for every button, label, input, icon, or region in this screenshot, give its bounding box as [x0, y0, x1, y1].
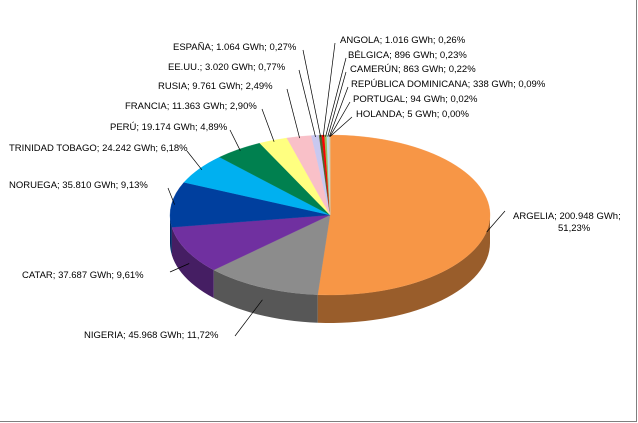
- leader-line-rusia: [286, 88, 300, 139]
- leader-line-holanda: [329, 116, 353, 137]
- leader-line-peru: [229, 129, 241, 151]
- label-belgica: BÉLGICA; 896 GWh; 0,23%: [348, 50, 467, 61]
- slice-side-catar: [171, 227, 214, 298]
- slice-side-noruega: [170, 215, 172, 256]
- slice-noruega: [169, 182, 331, 228]
- leader-line-argelia: [486, 210, 506, 233]
- slice-catar: [171, 214, 331, 271]
- label-holanda: HOLANDA; 5 GWh; 0,00%: [356, 109, 470, 120]
- slice-labels: ARGELIA; 200.948 GWh;51,23% NIGERIA; 45.9…: [9, 35, 621, 341]
- slice-side-nigeria: [213, 269, 318, 323]
- label-francia: FRANCIA; 11.363 GWh; 2,90%: [125, 101, 257, 112]
- label-ee-uu: EE.UU.; 3.020 GWh; 0,77%: [168, 62, 286, 73]
- leader-line-angola: [322, 42, 336, 137]
- leader-line-nigeria: [234, 299, 263, 337]
- label-peru: PERÚ; 19.174 GWh; 4,89%: [110, 122, 228, 133]
- pie-sides: [170, 215, 490, 323]
- leader-line-francia: [261, 108, 275, 142]
- label-espana: ESPAÑA; 1.064 GWh; 0,27%: [173, 42, 297, 53]
- leader-line-republica-dominicana: [328, 86, 349, 137]
- label-trinidad-tobago: TRINIDAD TOBAGO; 24.242 GWh; 6,18%: [9, 143, 188, 154]
- leader-line-camerun: [327, 71, 347, 137]
- leader-line-portugal: [329, 101, 351, 137]
- leader-line-noruega: [167, 187, 175, 205]
- label-portugal: PORTUGAL; 94 GWh; 0,02%: [353, 94, 478, 105]
- leader-line-ee-uu: [298, 69, 316, 137]
- label-noruega: NORUEGA; 35.810 GWh; 9,13%: [9, 180, 148, 191]
- label-camerun: CAMERÚN; 863 GWh; 0,22%: [350, 64, 476, 75]
- slice-nigeria: [213, 214, 331, 295]
- label-angola: ANGOLA; 1.016 GWh; 0,26%: [340, 35, 466, 46]
- slice-argelia: [317, 134, 491, 296]
- label-republica-dominicana: REPÚBLICA DOMINICANA; 338 GWh; 0,09%: [351, 79, 546, 90]
- leader-line-trinidad-tobago: [186, 150, 203, 171]
- label-rusia: RUSIA; 9.761 GWh; 2,49%: [158, 81, 273, 92]
- leader-line-belgica: [325, 57, 347, 137]
- label-catar: CATAR; 37.687 GWh; 9,61%: [22, 270, 144, 281]
- slice-side-argelia: [317, 215, 490, 323]
- leader-line-espana: [302, 49, 321, 137]
- label-line2-argelia: 51,23%: [558, 223, 591, 234]
- leader-line-catar: [169, 263, 190, 273]
- label-argelia: ARGELIA; 200.948 GWh;: [513, 211, 621, 222]
- leader-lines: [167, 42, 506, 337]
- pie-slices: [169, 134, 491, 296]
- label-nigeria: NIGERIA; 45.968 GWh; 11,72%: [84, 330, 219, 341]
